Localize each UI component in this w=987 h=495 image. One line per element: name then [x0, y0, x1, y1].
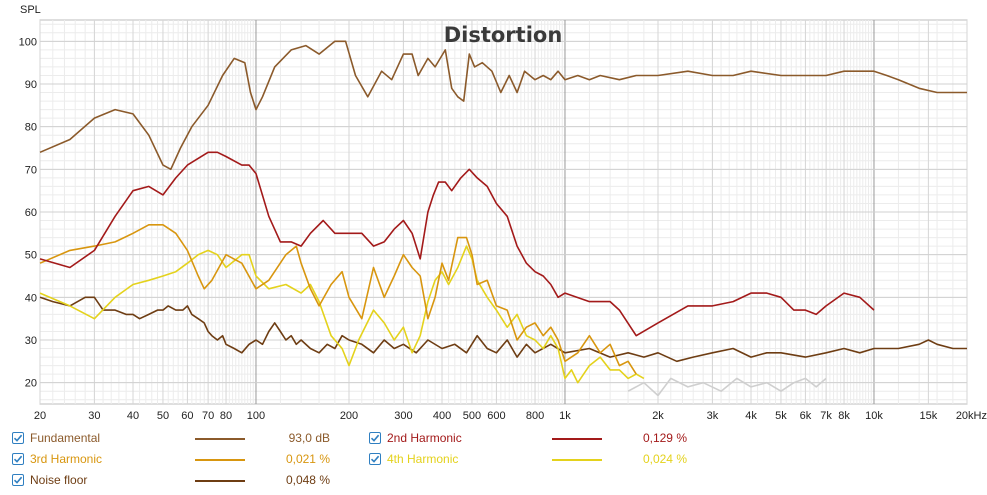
checkmark-icon: [13, 476, 23, 484]
checkmark-icon: [370, 434, 380, 442]
series-line-fundamental: [39, 40, 967, 171]
legend-swatch-2nd-harmonic: [552, 438, 602, 440]
y-tick-label: 70: [25, 164, 37, 176]
x-tick-label: 500: [463, 410, 481, 422]
legend-label: Fundamental: [30, 431, 101, 445]
x-tick-label: 8k: [838, 410, 850, 422]
legend-label: 2nd Harmonic: [387, 431, 462, 445]
y-tick-label: 80: [25, 122, 37, 134]
legend-checkbox-noise-floor[interactable]: [12, 474, 24, 486]
x-tick-label: 80: [220, 410, 232, 422]
x-tick-label: 70: [202, 410, 214, 422]
x-tick-label: 400: [433, 410, 451, 422]
x-tick-label: 4k: [745, 410, 757, 422]
y-tick-label: 90: [25, 79, 37, 91]
legend-label: Noise floor: [30, 473, 88, 487]
legend-value-fundamental: 93,0 dB: [288, 431, 330, 445]
legend-value-2nd-harmonic: 0,129 %: [642, 431, 687, 445]
legend-item-fundamental: Fundamental: [12, 428, 100, 448]
x-tick-label: 1k: [559, 410, 571, 422]
x-tick-label: 10k: [865, 410, 883, 422]
legend-value-4th-harmonic: 0,024 %: [642, 452, 687, 466]
x-tick-label: 100: [247, 410, 265, 422]
legend-item-4th-harmonic: 4th Harmonic: [369, 449, 458, 469]
x-tick-label: 800: [526, 410, 544, 422]
x-tick-label: 60: [181, 410, 193, 422]
x-tick-labels: 20 30 40 50 60 70 80 100 200 300 400 500 600 800 1k 2k 3…: [34, 410, 987, 422]
y-tick-label: 30: [25, 335, 37, 347]
x-tick-label: 7k: [820, 410, 832, 422]
y-tick-label: 20: [25, 378, 37, 390]
legend-swatch-4th-harmonic: [552, 459, 602, 461]
legend-item-3rd-harmonic: 3rd Harmonic: [12, 449, 102, 469]
legend-item-2nd-harmonic: 2nd Harmonic: [369, 428, 462, 448]
series-line-noise-floor: [39, 296, 967, 363]
x-tick-label: 50: [157, 410, 169, 422]
x-tick-label: 20: [34, 410, 46, 422]
x-tick-label: 200: [340, 410, 358, 422]
chart-title: Distortion: [444, 23, 563, 47]
x-tick-label: 6k: [800, 410, 812, 422]
major-grid: [40, 20, 967, 404]
y-tick-labels: 20 30 40 50 60 70 80 90 100: [19, 36, 37, 389]
series-line-5th-harmonic: [627, 377, 827, 397]
y-axis-label: SPL: [20, 4, 41, 16]
checkmark-icon: [13, 455, 23, 463]
distortion-chart: 20 30 40 50 60 70 80 90 100 20 30 40 50 60 70 80 100 200…: [19, 4, 987, 422]
legend-checkbox-2nd-harmonic[interactable]: [369, 432, 381, 444]
series-line-2nd-harmonic: [39, 151, 875, 337]
legend-checkbox-4th-harmonic[interactable]: [369, 453, 381, 465]
x-tick-label: 5k: [775, 410, 787, 422]
x-tick-label: 3k: [707, 410, 719, 422]
x-tick-label: 40: [127, 410, 139, 422]
legend-label: 4th Harmonic: [387, 452, 459, 466]
x-tick-label: 2k: [652, 410, 664, 422]
y-tick-label: 40: [25, 292, 37, 304]
x-tick-label: 15k: [920, 410, 938, 422]
legend-item-noise-floor: Noise floor: [12, 470, 87, 490]
legend-swatch-fundamental: [195, 438, 245, 440]
series-line-3rd-harmonic: [39, 224, 637, 375]
x-tick-label: 600: [487, 410, 505, 422]
checkmark-icon: [13, 434, 23, 442]
series-line-4th-harmonic: [39, 245, 645, 384]
legend: Fundamental 93,0 dB 2nd Harmonic 0,129 % 3rd…: [0, 426, 987, 495]
legend-swatch-noise-floor: [195, 480, 245, 482]
x-tick-label: 20kHz: [956, 410, 987, 422]
x-tick-label: 30: [88, 410, 100, 422]
checkmark-icon: [370, 455, 380, 463]
y-tick-label: 60: [25, 207, 37, 219]
legend-value-3rd-harmonic: 0,021 %: [285, 452, 330, 466]
x-tick-label: 300: [394, 410, 412, 422]
y-tick-label: 50: [25, 250, 37, 262]
legend-label: 3rd Harmonic: [30, 452, 103, 466]
legend-value-noise-floor: 0,048 %: [285, 473, 330, 487]
legend-checkbox-3rd-harmonic[interactable]: [12, 453, 24, 465]
legend-swatch-3rd-harmonic: [195, 459, 245, 461]
series-layer: [39, 40, 967, 397]
legend-checkbox-fundamental[interactable]: [12, 432, 24, 444]
y-tick-label: 100: [19, 36, 37, 48]
